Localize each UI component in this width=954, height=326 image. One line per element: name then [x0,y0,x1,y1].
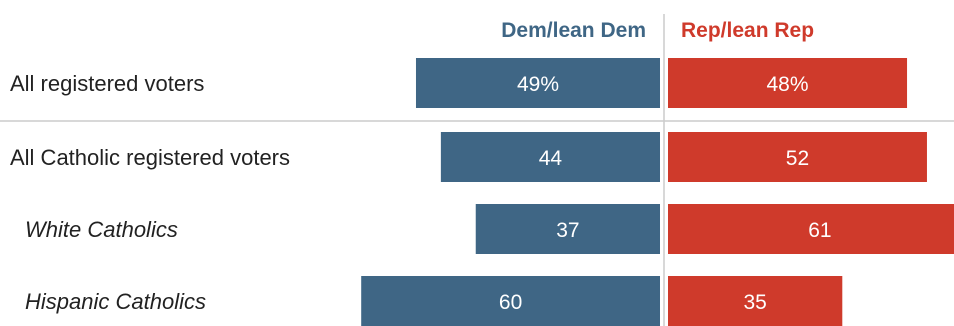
bar-dem [361,276,660,326]
bar-label-dem: 60 [499,291,522,314]
category-label: Hispanic Catholics [25,289,206,314]
bar-label-rep: 35 [743,291,766,314]
bar-label-rep: 52 [786,147,809,170]
bar-label-rep: 48% [767,73,809,96]
header-dem: Dem/lean Dem [501,19,646,42]
bar-label-rep: 61 [808,219,831,242]
category-label: White Catholics [25,217,178,242]
bar-dem [440,132,660,182]
header-rep: Rep/lean Rep [681,19,814,42]
chart-row: All Catholic registered voters 44 52 [10,132,927,182]
chart-row: White Catholics 37 61 [25,204,954,254]
bar-rep [668,276,843,326]
chart-gridlines [0,14,954,326]
bar-label-dem: 49% [517,73,559,96]
column-headers: Dem/lean Dem Rep/lean Rep [501,19,814,42]
chart-rows: All registered voters 49% 48% All Catholic … [10,58,954,326]
category-label: All Catholic registered voters [10,145,290,170]
category-label: All registered voters [10,71,204,96]
bar-label-dem: 37 [556,219,579,242]
bar-label-dem: 44 [539,147,563,170]
bar-rep [668,132,927,182]
chart-row: Hispanic Catholics 60 35 [25,276,843,326]
chart-row: All registered voters 49% 48% [10,58,908,108]
bar-dem [415,58,660,108]
bar-dem [475,204,660,254]
bar-rep [668,204,954,254]
bar-rep [668,58,908,108]
